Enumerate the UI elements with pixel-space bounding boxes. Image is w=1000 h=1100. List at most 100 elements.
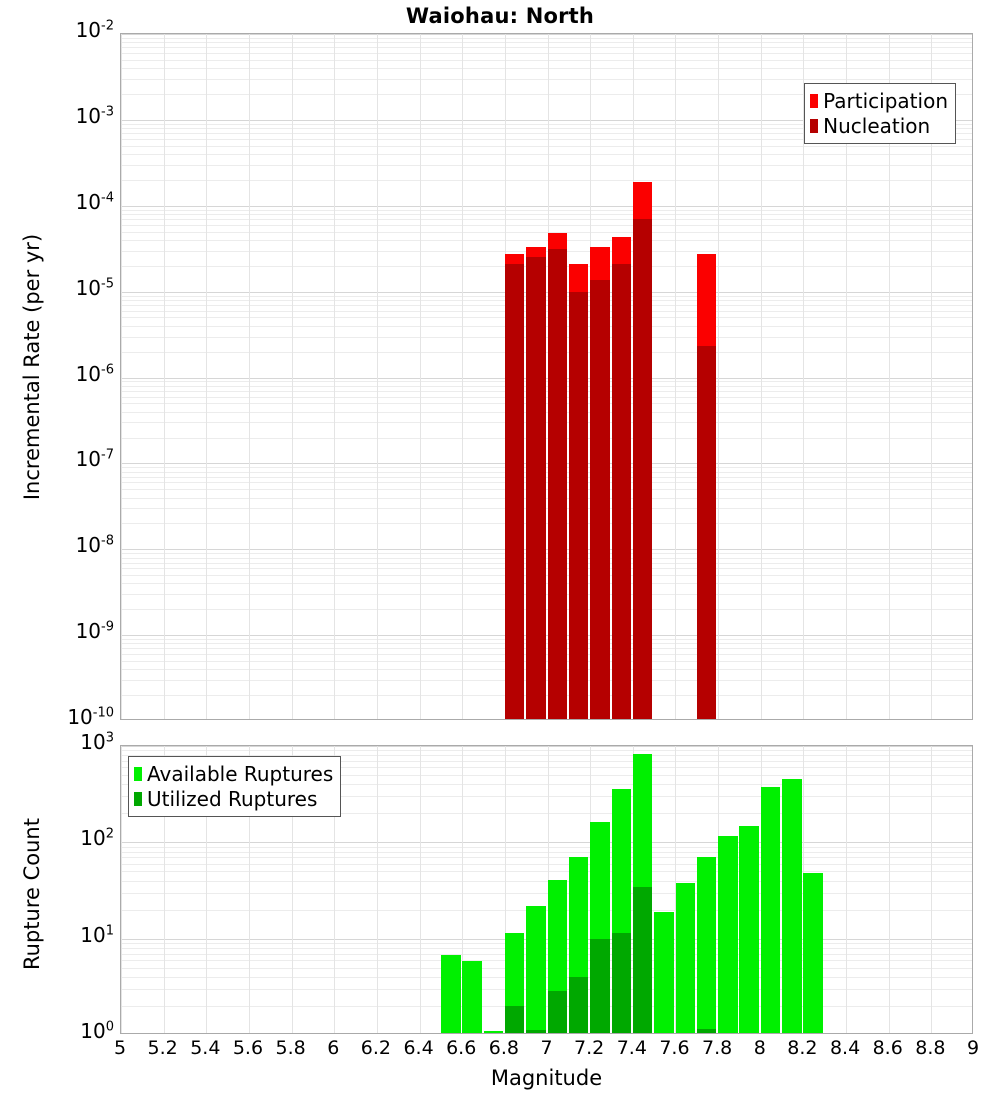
gridline-vertical [292,34,293,719]
x-axis-tick-label: 6.8 [488,1037,519,1059]
legend-rupture-count: Available Ruptures Utilized Ruptures [128,756,342,817]
bottom-y-axis-title: Rupture Count [20,818,44,970]
gridline-vertical [505,746,506,1033]
bar-segment-inner [568,977,589,1033]
x-axis-tick-label: 8.4 [829,1037,861,1059]
gridline-horizontal [121,583,972,584]
y-axis-tick-label: 10-3 [75,103,114,128]
bar [718,836,738,1033]
gridline-horizontal [121,669,972,670]
gridline-horizontal [121,648,972,649]
y-axis-tick-label: 102 [80,826,114,851]
gridline-horizontal [121,133,972,134]
gridline-horizontal [121,568,972,569]
gridline-horizontal [121,857,972,858]
bar [611,237,632,719]
gridline-horizontal [121,214,972,215]
gridline-vertical [931,746,932,1033]
gridline-vertical [675,34,676,719]
gridline-vertical [462,34,463,719]
gridline-horizontal [121,317,972,318]
legend-swatch-icon [134,766,142,781]
top-y-axis-title: Incremental Rate (per yr) [20,233,44,501]
gridline-horizontal [121,266,972,267]
gridline-horizontal [121,558,972,559]
y-axis-tick-label: 100 [80,1019,114,1043]
gridline-horizontal [121,594,972,595]
gridline-horizontal [121,403,972,404]
y-axis-tick-label: 10-10 [67,705,114,729]
bar [611,788,632,1033]
bar [696,254,717,719]
legend-label: Available Ruptures [147,761,334,786]
gridline-horizontal [121,352,972,353]
bar-segment-inner [632,218,653,719]
legend-rupture-count-entry: Available Ruptures [134,761,333,786]
x-axis-tick-label: 7.2 [574,1037,605,1059]
x-axis-tick-label: 5.6 [232,1037,264,1059]
gridline-vertical [889,746,890,1033]
x-axis-ticks: 5 5.2 5.4 5.6 5.8 6 6.2 6.4 6.6 6.8 7 7.2 7.4 7.6 7.8 8… [114,1037,979,1063]
gridline-horizontal [121,852,972,853]
gridline-horizontal [121,378,972,379]
bar [675,883,696,1033]
y-axis-tick-label: 10-4 [75,189,114,214]
gridline-horizontal [121,761,972,762]
gridline-horizontal [121,124,972,125]
gridline-horizontal [121,508,972,509]
x-axis-tick-label: 7.4 [616,1037,647,1059]
x-axis-tick-label: 7.6 [659,1037,690,1059]
gridline-vertical [164,34,165,719]
gridline-vertical [761,34,762,719]
x-axis-tick-label: 6 [327,1037,340,1059]
legend-incremental-rate: Participation Nucleation [804,83,956,144]
gridline-vertical [420,746,421,1033]
bar [739,826,760,1033]
legend-rupture-count-entry: Utilized Ruptures [134,786,333,811]
gridline-vertical [931,34,932,719]
gridline-vertical [334,34,335,719]
gridline-horizontal [121,523,972,524]
gridline-horizontal [121,79,972,80]
bar [504,254,525,719]
gridline-horizontal [121,893,972,894]
gridline-vertical [292,746,293,1033]
x-axis-tick-label: 8 [753,1037,766,1059]
gridline-vertical [420,34,421,719]
gridline-vertical [334,746,335,1033]
gridline-horizontal [121,661,972,662]
gridline-horizontal [121,842,972,843]
gridline-horizontal [121,292,972,293]
gridline-horizontal [121,219,972,220]
gridline-horizontal [121,680,972,681]
gridline-horizontal [121,94,972,95]
bar-segment-inner [611,933,632,1033]
bar-segment-inner [504,263,525,719]
gridline-vertical [121,34,122,719]
gridline-vertical [462,746,463,1033]
gridline-horizontal [121,472,972,473]
gridline-vertical [249,34,250,719]
gridline-horizontal [121,954,972,955]
gridline-horizontal [121,746,972,747]
gridline-horizontal [121,948,972,949]
gridline-vertical [846,34,847,719]
incremental-rate-plot-area: Participation Nucleation [120,33,973,720]
rupture-count-plot-area: Available Ruptures Utilized Ruptures [120,745,973,1034]
gridline-vertical [377,746,378,1033]
gridline-vertical [803,34,804,719]
bar-segment-inner [547,248,568,719]
y-axis-tick-label: 10-2 [75,18,114,42]
bar-segment-inner [568,292,589,719]
bar [568,857,589,1033]
bar [632,753,653,1033]
gridline-horizontal [121,381,972,382]
gridline-horizontal [121,326,972,327]
legend-incremental-rate-entry: Nucleation [810,113,948,138]
gridline-horizontal [121,165,972,166]
gridline-vertical [206,746,207,1033]
x-axis-tick-label: 9 [966,1037,980,1059]
gridline-horizontal [121,305,972,306]
gridline-horizontal [121,412,972,413]
legend-swatch-icon [810,93,819,108]
